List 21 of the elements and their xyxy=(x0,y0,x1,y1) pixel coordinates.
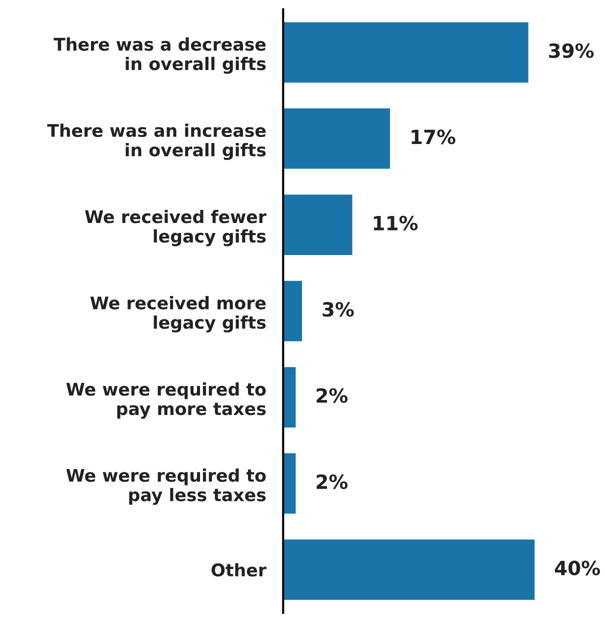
bar xyxy=(283,453,296,514)
bar xyxy=(283,108,390,169)
bar xyxy=(283,280,302,342)
data-label: 39% xyxy=(549,43,594,58)
bar xyxy=(283,367,296,428)
bar xyxy=(283,540,535,600)
bar xyxy=(283,22,528,83)
y-tick-label: We were required to pay less taxes xyxy=(66,468,266,505)
data-label: 40% xyxy=(554,560,600,576)
data-label: 11% xyxy=(374,216,418,230)
data-label: 2% xyxy=(316,474,348,490)
y-tick-label: Other xyxy=(212,563,266,577)
y-tick-label: There was an increase in overall gifts xyxy=(47,124,266,160)
data-label: 3% xyxy=(322,302,354,317)
data-label: 17% xyxy=(412,130,456,144)
data-label: 2% xyxy=(316,388,348,403)
y-tick-label: There was a decrease in overall gifts xyxy=(54,37,266,74)
y-tick-label: We were required to pay more taxes xyxy=(66,382,266,419)
bar xyxy=(283,194,352,256)
y-tick-label: We received fewer legacy gifts xyxy=(85,210,266,246)
y-tick-label: We received more legacy gifts xyxy=(90,296,266,332)
